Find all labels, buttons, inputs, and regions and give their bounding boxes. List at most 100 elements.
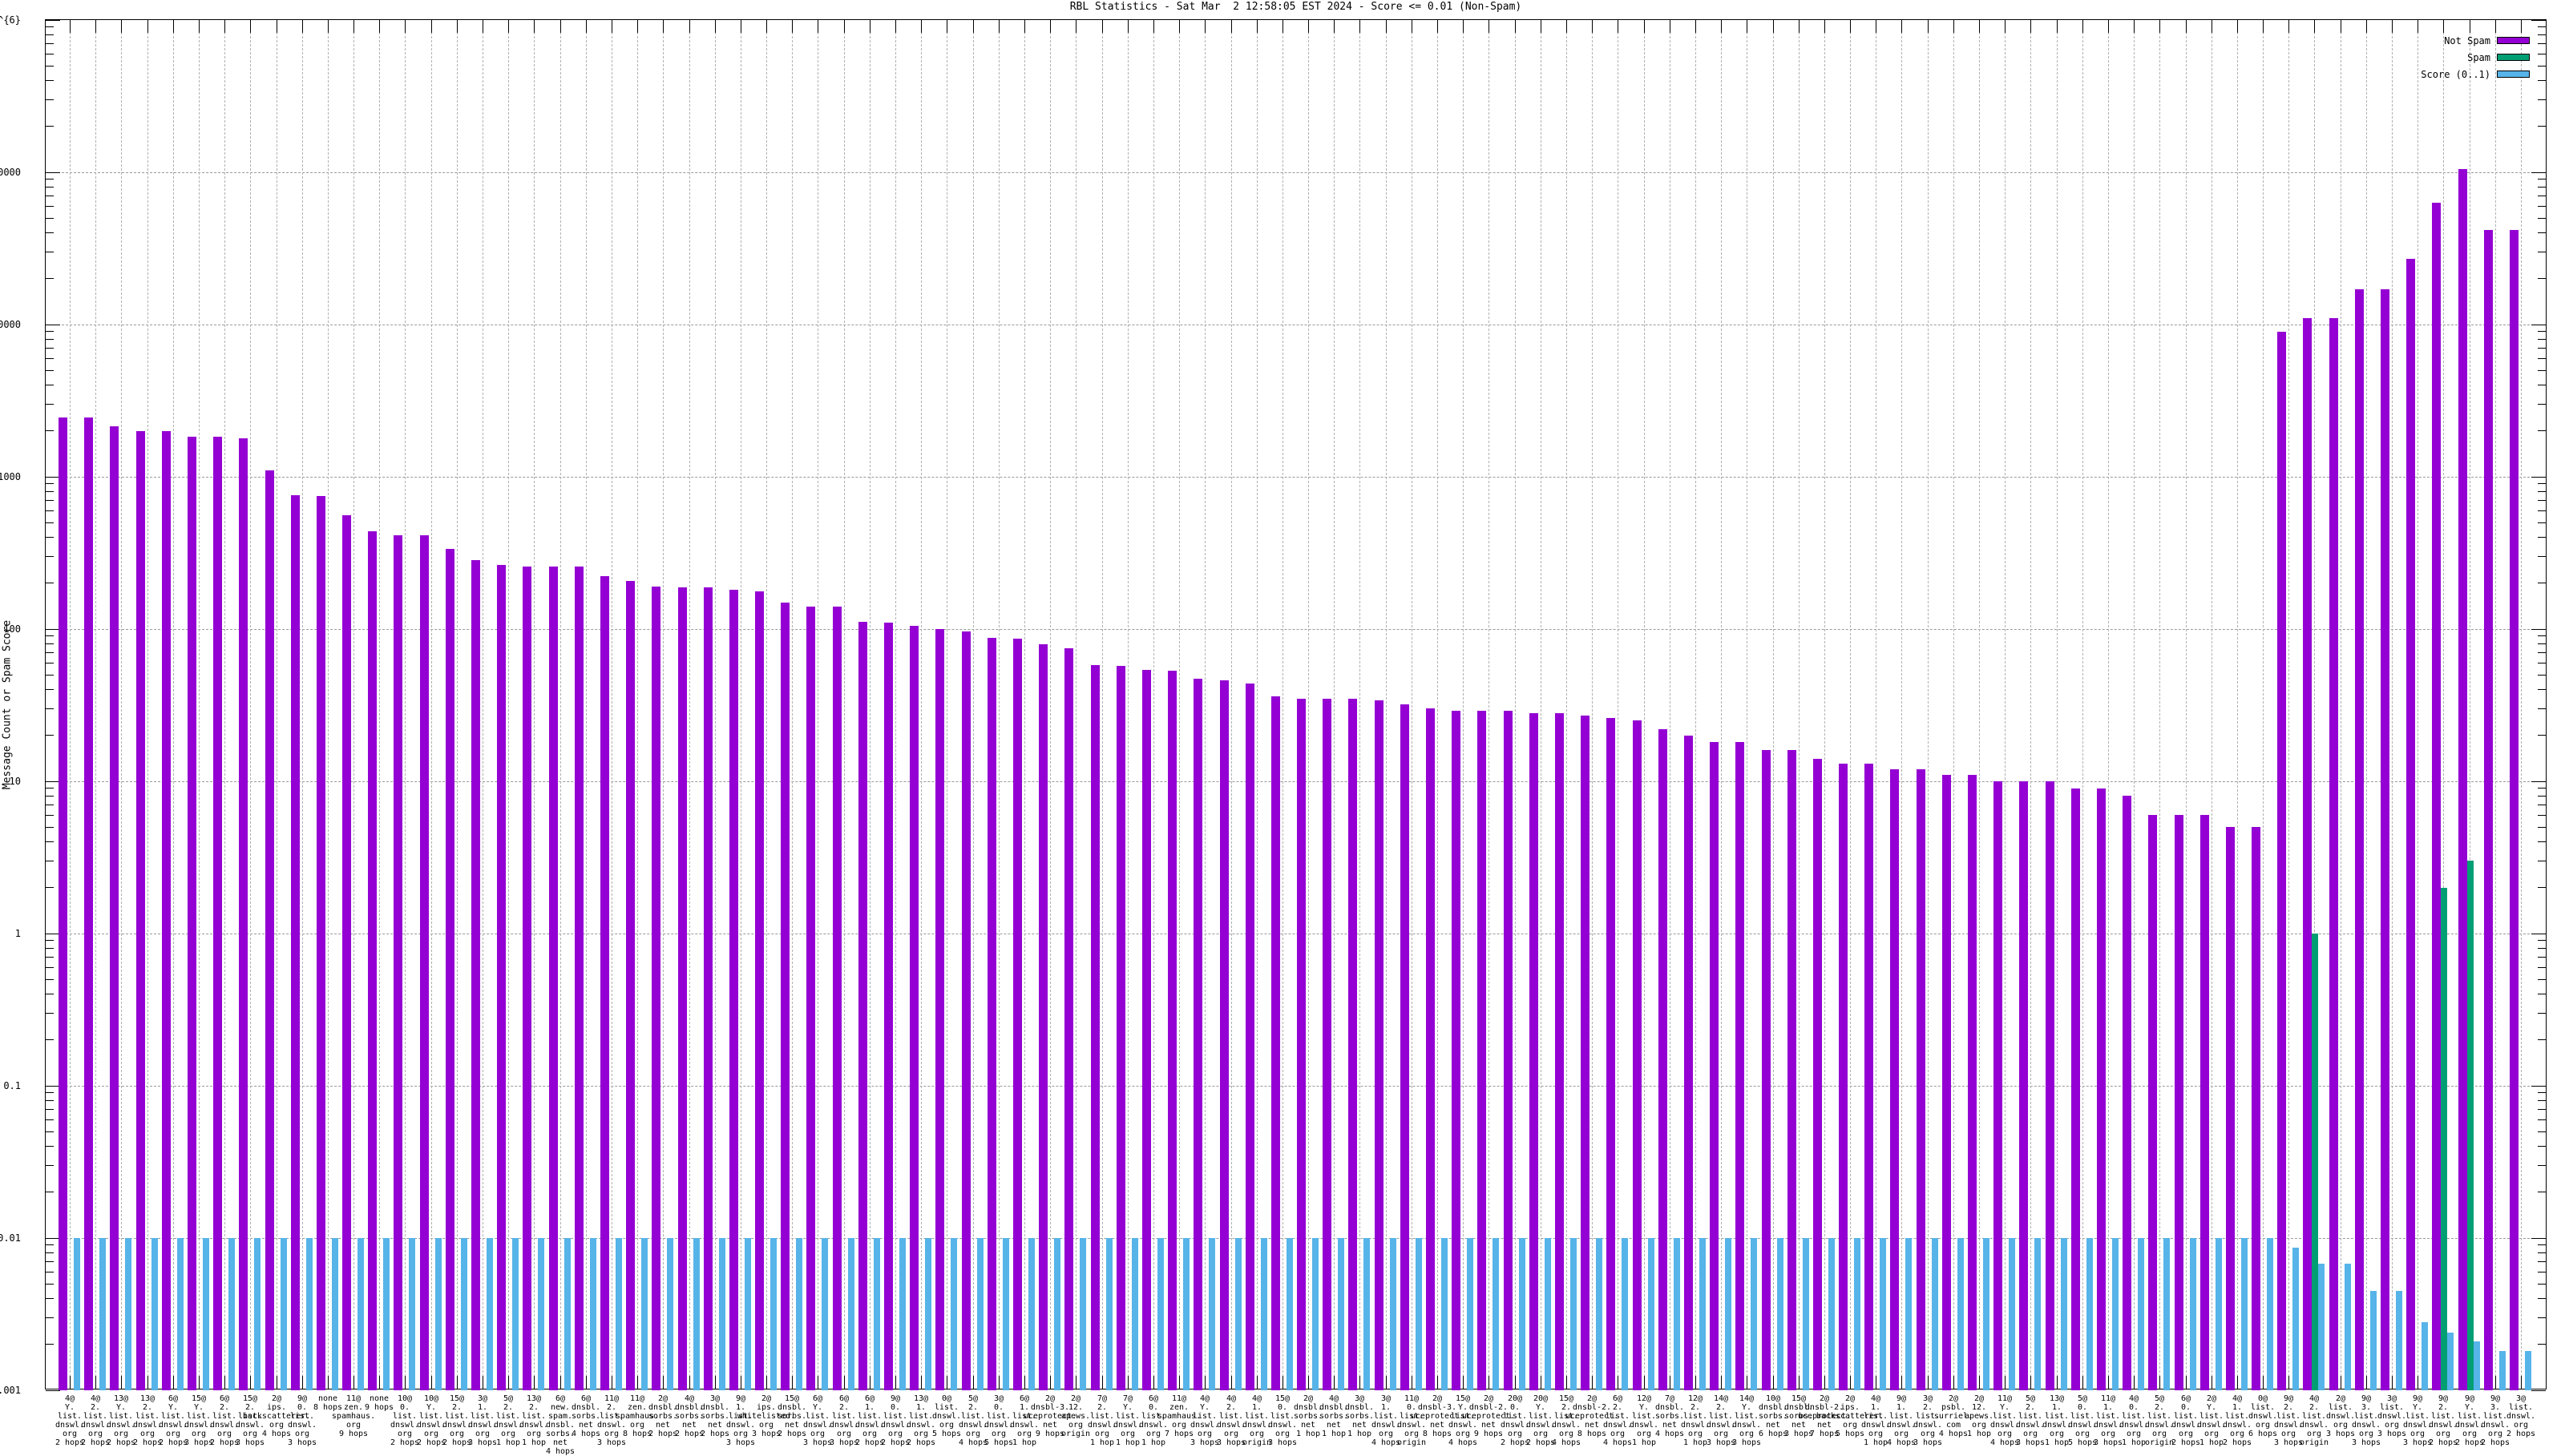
x-gridline: [766, 20, 767, 1389]
x-tick: [1230, 20, 1232, 33]
x-tick: [353, 1376, 354, 1389]
x-tick-label-line: Y.: [1457, 1403, 1468, 1412]
x-gridline: [1437, 20, 1438, 1389]
x-tick: [120, 20, 122, 33]
bar-score: [383, 1238, 390, 1390]
x-tick-label-line: list.: [2121, 1412, 2147, 1421]
bar-not-spam: [1606, 718, 1615, 1390]
x-gridline: [1824, 20, 1825, 1389]
bar-score: [2086, 1238, 2093, 1390]
y-tick: [2538, 499, 2546, 501]
y-tick: [46, 19, 60, 21]
x-tick: [1462, 1376, 1464, 1389]
y-tick: [46, 217, 54, 219]
y-tick: [46, 780, 60, 782]
x-tick-label-line: org: [1920, 1430, 1936, 1438]
x-tick-label: 4@ dnsbl. sorbs. net 1 hop: [1319, 1394, 1348, 1438]
x-tick-label-line: list.: [1528, 1412, 1553, 1421]
x-tick-label-line: list.: [960, 1412, 986, 1421]
x-tick-label: 15@ dnsbl. sorbs. net 2 hops: [778, 1394, 806, 1438]
x-tick: [1359, 1376, 1360, 1389]
bar-not-spam: [833, 607, 842, 1390]
x-tick-label-line: org: [139, 1430, 156, 1438]
y-tick: [2538, 1012, 2546, 1014]
x-gridline: [70, 20, 71, 1389]
x-tick: [1127, 20, 1129, 33]
x-tick-label-line: 3@: [993, 1394, 1004, 1403]
x-tick: [714, 20, 716, 33]
y-tick: [2538, 510, 2546, 511]
x-tick-label-line: org: [345, 1421, 362, 1430]
y-tick: [2538, 1317, 2546, 1318]
y-gridline: [46, 477, 2546, 478]
x-gridline: [302, 20, 303, 1389]
x-tick: [2082, 1376, 2083, 1389]
x-gridline: [1359, 20, 1360, 1389]
x-gridline: [1024, 20, 1025, 1389]
x-tick: [1307, 1376, 1309, 1389]
x-tick-label-line: list.: [2301, 1412, 2327, 1421]
x-tick-label-line: list.: [108, 1412, 134, 1421]
bar-not-spam: [1633, 720, 1642, 1390]
x-tick-label-line: 2@: [1070, 1394, 1081, 1403]
x-tick-label-line: dnswl.: [2015, 1421, 2046, 1430]
bar-not-spam: [291, 494, 300, 1390]
x-tick-label-line: 3 hops: [467, 1438, 498, 1447]
bar-not-spam: [136, 430, 145, 1390]
x-tick-label: 5@ 2. list. dnswl. org origin: [2145, 1394, 2174, 1447]
x-tick-label-line: 3 hops: [829, 1438, 859, 1447]
x-tick: [1591, 20, 1593, 33]
x-tick-label: 2@ ips. backscatterer. org 4 hops: [243, 1394, 310, 1438]
bar-score: [1312, 1238, 1319, 1390]
x-tick-label: 12@ 2. list. dnswl. org 1 hop: [1681, 1394, 1710, 1447]
legend-item-spam: Spam: [2467, 49, 2530, 66]
y-tick: [2538, 1252, 2546, 1253]
x-tick-label-line: dnswl.: [2402, 1421, 2433, 1430]
x-tick-label-line: 9 hops: [364, 1403, 394, 1412]
y-tick: [46, 956, 54, 958]
bar-not-spam: [2406, 259, 2415, 1390]
x-tick: [224, 1376, 225, 1389]
x-tick-label-line: 0@: [941, 1394, 952, 1403]
x-tick-label-line: 4 hops: [1938, 1430, 1969, 1438]
x-tick-label-line: org: [1249, 1430, 1265, 1438]
x-gridline: [1515, 20, 1516, 1389]
x-gridline: [999, 20, 1000, 1389]
x-tick-label-line: 1 hop: [1682, 1438, 1708, 1447]
x-gridline: [2030, 20, 2031, 1389]
x-tick-label-line: 7@: [1097, 1394, 1108, 1403]
bar-score: [177, 1238, 184, 1390]
x-tick-label-line: org: [939, 1421, 955, 1430]
x-tick-label-line: 1 hop: [2121, 1438, 2147, 1447]
x-tick-label-line: 6@: [864, 1394, 875, 1403]
x-tick-label-line: 0.: [1148, 1403, 1159, 1412]
x-tick-label-line: org: [1068, 1421, 1084, 1430]
x-tick-label-line: 15@: [1455, 1394, 1471, 1403]
y-tick: [46, 628, 60, 630]
x-tick-label-line: 2@: [271, 1394, 282, 1403]
x-tick-label-line: list.: [2018, 1412, 2043, 1421]
x-tick: [972, 1376, 974, 1389]
x-gridline: [1592, 20, 1593, 1389]
x-tick-label-line: 6 hops: [1758, 1430, 1788, 1438]
bar-score: [641, 1238, 648, 1390]
x-tick-label-line: org: [1971, 1421, 1987, 1430]
bar-score: [745, 1238, 751, 1390]
x-tick: [1514, 20, 1516, 33]
x-tick-label-line: dnswl.: [1009, 1421, 1040, 1430]
x-tick: [404, 20, 406, 33]
y-tick: [2538, 34, 2546, 35]
x-tick-label-line: 2 hops: [648, 1430, 678, 1438]
x-tick: [1204, 20, 1206, 33]
x-tick-label-line: dnswl.: [184, 1421, 214, 1430]
x-gridline: [586, 20, 587, 1389]
x-tick-label-line: 15@: [449, 1394, 465, 1403]
x-tick: [147, 20, 148, 33]
x-tick-label-line: dnswl.: [2171, 1421, 2201, 1430]
x-tick-label-line: org: [2100, 1430, 2116, 1438]
x-tick-label-line: org: [1145, 1430, 1161, 1438]
x-tick-label-line: dnsbl.: [700, 1403, 730, 1412]
y-tick: [2538, 80, 2546, 82]
x-tick-label: 4@ Y. list. dnswl. org 3 hops: [1190, 1394, 1219, 1447]
bar-not-spam: [1890, 768, 1899, 1390]
